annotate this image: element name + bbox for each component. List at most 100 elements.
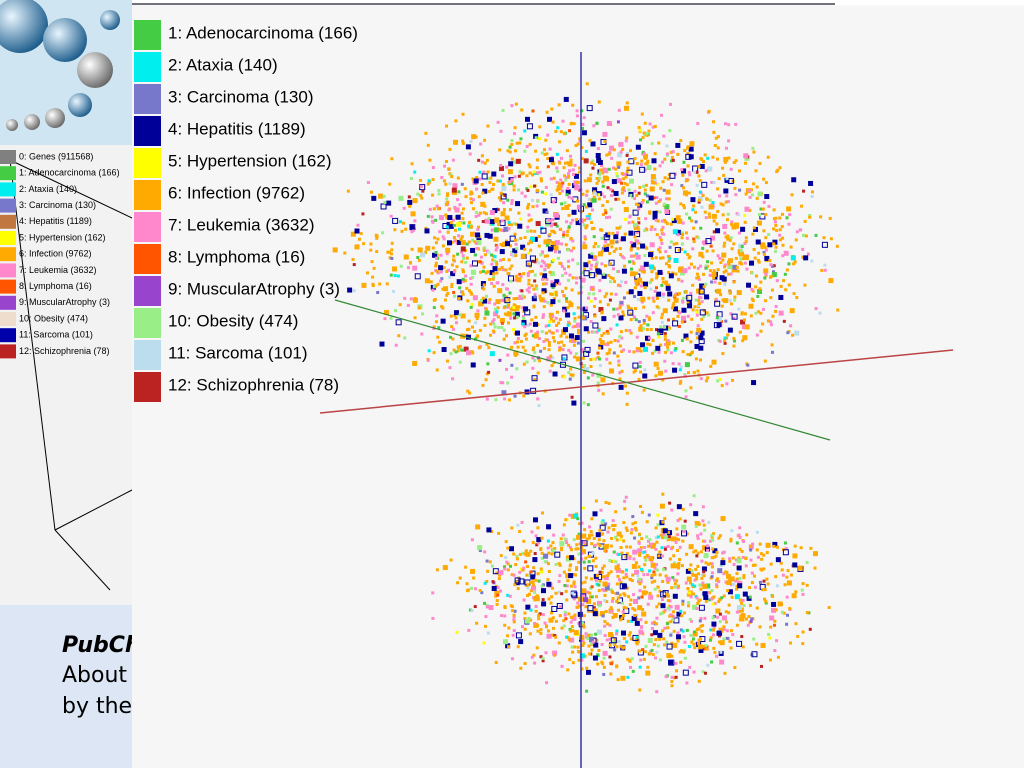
dot bbox=[692, 631, 698, 637]
dot bbox=[621, 147, 625, 151]
dot bbox=[564, 286, 568, 290]
legend-swatch bbox=[0, 231, 16, 245]
dot bbox=[354, 244, 360, 250]
dot bbox=[564, 589, 568, 593]
dot bbox=[561, 274, 565, 278]
dot bbox=[602, 581, 608, 587]
dot bbox=[512, 312, 516, 316]
dot bbox=[630, 267, 634, 271]
dot bbox=[562, 230, 566, 234]
dot bbox=[549, 224, 553, 228]
dot bbox=[506, 305, 510, 309]
dot bbox=[652, 643, 656, 647]
dot bbox=[726, 212, 730, 216]
dot bbox=[514, 311, 520, 317]
dot bbox=[704, 216, 708, 220]
dot bbox=[557, 590, 561, 594]
dot bbox=[647, 513, 651, 517]
dot bbox=[704, 264, 708, 268]
dot bbox=[569, 236, 573, 240]
dot bbox=[650, 562, 656, 568]
dot bbox=[504, 268, 508, 272]
dot bbox=[624, 555, 628, 559]
dot bbox=[435, 314, 439, 318]
dot bbox=[558, 282, 562, 286]
dot bbox=[606, 186, 610, 190]
dot bbox=[419, 184, 426, 191]
dot bbox=[402, 206, 406, 210]
dot bbox=[616, 313, 620, 317]
legend-label: 11: Sarcoma (101) bbox=[168, 343, 308, 362]
dot bbox=[471, 177, 475, 181]
dot bbox=[738, 526, 742, 530]
dot bbox=[548, 329, 552, 333]
dot bbox=[477, 225, 481, 229]
dot bbox=[449, 335, 453, 339]
dot bbox=[727, 123, 731, 127]
dot bbox=[642, 184, 646, 188]
dot bbox=[451, 158, 455, 162]
dot bbox=[676, 314, 680, 318]
dot bbox=[472, 576, 476, 580]
dot bbox=[723, 298, 729, 304]
dot bbox=[478, 177, 482, 181]
dot bbox=[703, 528, 707, 532]
dot bbox=[672, 306, 678, 312]
dot bbox=[567, 195, 571, 199]
dot bbox=[688, 146, 694, 152]
dot bbox=[478, 588, 482, 592]
dot bbox=[708, 598, 712, 602]
dot bbox=[757, 289, 763, 295]
dot bbox=[610, 589, 614, 593]
dot bbox=[655, 305, 659, 309]
dot bbox=[532, 236, 538, 242]
dot bbox=[478, 549, 482, 553]
dot bbox=[699, 358, 703, 362]
dot bbox=[611, 524, 615, 528]
dot bbox=[657, 269, 663, 275]
dot bbox=[590, 648, 594, 652]
dot bbox=[533, 273, 537, 277]
dot bbox=[571, 661, 575, 665]
dot bbox=[730, 378, 734, 382]
dot bbox=[458, 360, 462, 364]
dot bbox=[637, 207, 641, 211]
dot bbox=[680, 184, 684, 188]
dot bbox=[552, 361, 556, 365]
dot bbox=[702, 523, 706, 527]
dot bbox=[597, 328, 601, 332]
dot bbox=[700, 157, 704, 161]
dot bbox=[715, 654, 719, 658]
dot bbox=[643, 253, 647, 257]
dot bbox=[544, 324, 548, 328]
dot bbox=[452, 223, 456, 227]
dot bbox=[514, 278, 518, 282]
dot bbox=[646, 323, 650, 327]
dot bbox=[580, 581, 584, 585]
dot bbox=[661, 280, 665, 284]
dot bbox=[351, 257, 355, 261]
dot bbox=[526, 564, 530, 568]
dot bbox=[445, 252, 449, 256]
dot bbox=[642, 550, 646, 554]
legend-swatch bbox=[134, 84, 161, 114]
dot bbox=[765, 551, 769, 555]
dot bbox=[550, 244, 556, 250]
dot bbox=[609, 275, 613, 279]
dot bbox=[723, 188, 729, 194]
dot bbox=[687, 170, 691, 174]
dot bbox=[588, 253, 594, 259]
dot bbox=[711, 249, 715, 253]
dot bbox=[505, 295, 509, 299]
dot bbox=[668, 273, 674, 279]
dot bbox=[620, 336, 624, 340]
dot bbox=[626, 291, 630, 295]
dot bbox=[801, 642, 805, 646]
dot bbox=[441, 306, 445, 310]
dot bbox=[734, 256, 738, 260]
dot bbox=[668, 257, 672, 261]
dot bbox=[386, 250, 390, 254]
dot bbox=[457, 190, 461, 194]
dot bbox=[713, 650, 717, 654]
dot bbox=[743, 312, 747, 316]
